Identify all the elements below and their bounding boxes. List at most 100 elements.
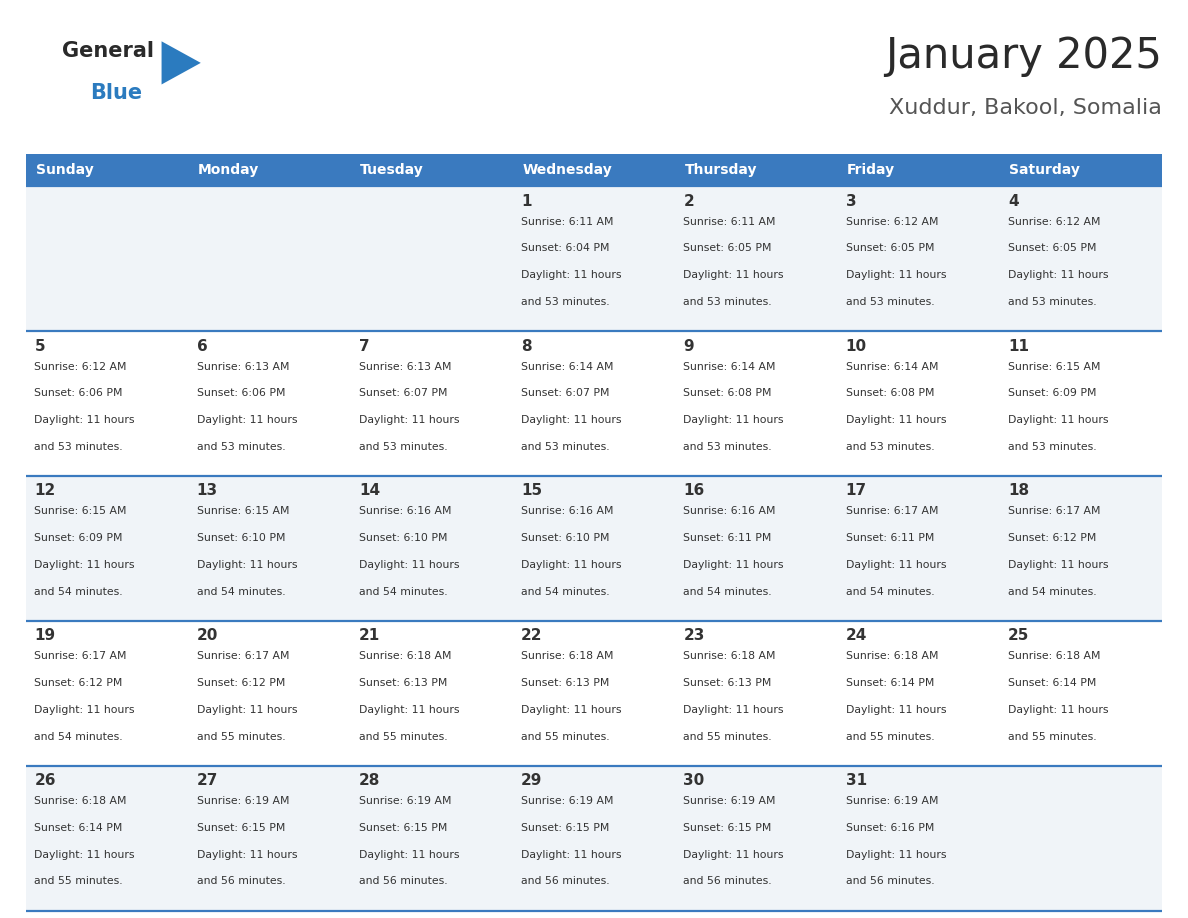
Text: 8: 8	[522, 339, 532, 353]
Text: Sunrise: 6:19 AM: Sunrise: 6:19 AM	[359, 796, 451, 806]
Text: and 53 minutes.: and 53 minutes.	[846, 297, 934, 307]
Text: 28: 28	[359, 773, 380, 789]
Text: Sunset: 6:12 PM: Sunset: 6:12 PM	[34, 678, 122, 688]
Text: Sunrise: 6:15 AM: Sunrise: 6:15 AM	[197, 507, 289, 516]
Text: Sunrise: 6:15 AM: Sunrise: 6:15 AM	[34, 507, 127, 516]
Text: 19: 19	[34, 628, 56, 644]
Text: Sunset: 6:11 PM: Sunset: 6:11 PM	[846, 533, 934, 543]
Text: Sunset: 6:14 PM: Sunset: 6:14 PM	[846, 678, 934, 688]
Text: and 53 minutes.: and 53 minutes.	[197, 442, 285, 452]
Text: Wednesday: Wednesday	[523, 163, 612, 177]
Text: Sunset: 6:15 PM: Sunset: 6:15 PM	[522, 823, 609, 833]
Text: Daylight: 11 hours: Daylight: 11 hours	[1007, 705, 1108, 715]
Text: and 53 minutes.: and 53 minutes.	[846, 442, 934, 452]
Text: Sunset: 6:09 PM: Sunset: 6:09 PM	[1007, 388, 1097, 398]
Text: and 56 minutes.: and 56 minutes.	[197, 877, 285, 887]
Text: Thursday: Thursday	[684, 163, 757, 177]
Text: and 53 minutes.: and 53 minutes.	[522, 297, 609, 307]
Text: 12: 12	[34, 484, 56, 498]
Text: Blue: Blue	[90, 83, 143, 103]
Text: and 53 minutes.: and 53 minutes.	[34, 442, 124, 452]
Text: and 53 minutes.: and 53 minutes.	[359, 442, 448, 452]
Text: 20: 20	[197, 628, 219, 644]
Text: Sunrise: 6:18 AM: Sunrise: 6:18 AM	[846, 651, 939, 661]
Bar	[26, 154, 189, 186]
Text: Sunset: 6:09 PM: Sunset: 6:09 PM	[34, 533, 122, 543]
Bar	[26, 621, 1162, 766]
Text: 10: 10	[846, 339, 867, 353]
Text: Saturday: Saturday	[1009, 163, 1080, 177]
Text: Daylight: 11 hours: Daylight: 11 hours	[34, 705, 135, 715]
Text: Sunset: 6:12 PM: Sunset: 6:12 PM	[197, 678, 285, 688]
Text: 2: 2	[683, 194, 694, 208]
Text: 24: 24	[846, 628, 867, 644]
Text: Daylight: 11 hours: Daylight: 11 hours	[846, 415, 946, 425]
Text: Daylight: 11 hours: Daylight: 11 hours	[522, 705, 621, 715]
Text: Sunrise: 6:17 AM: Sunrise: 6:17 AM	[197, 651, 289, 661]
Text: Daylight: 11 hours: Daylight: 11 hours	[683, 270, 784, 280]
Text: Sunset: 6:11 PM: Sunset: 6:11 PM	[683, 533, 772, 543]
Text: and 53 minutes.: and 53 minutes.	[522, 442, 609, 452]
Text: Sunset: 6:14 PM: Sunset: 6:14 PM	[34, 823, 122, 833]
Text: Sunset: 6:10 PM: Sunset: 6:10 PM	[197, 533, 285, 543]
Text: Sunrise: 6:16 AM: Sunrise: 6:16 AM	[683, 507, 776, 516]
Text: and 55 minutes.: and 55 minutes.	[683, 732, 772, 742]
Text: and 54 minutes.: and 54 minutes.	[846, 587, 934, 597]
Text: Daylight: 11 hours: Daylight: 11 hours	[683, 560, 784, 570]
Text: 25: 25	[1007, 628, 1029, 644]
Text: Sunrise: 6:14 AM: Sunrise: 6:14 AM	[846, 362, 939, 372]
Text: Daylight: 11 hours: Daylight: 11 hours	[197, 415, 297, 425]
Bar	[513, 154, 675, 186]
Text: 14: 14	[359, 484, 380, 498]
Text: Sunset: 6:05 PM: Sunset: 6:05 PM	[846, 243, 934, 253]
Text: 4: 4	[1007, 194, 1018, 208]
Text: Sunrise: 6:13 AM: Sunrise: 6:13 AM	[197, 362, 289, 372]
Text: Sunrise: 6:13 AM: Sunrise: 6:13 AM	[359, 362, 451, 372]
Text: January 2025: January 2025	[885, 35, 1162, 77]
Text: Sunset: 6:10 PM: Sunset: 6:10 PM	[522, 533, 609, 543]
Text: and 54 minutes.: and 54 minutes.	[359, 587, 448, 597]
Text: Sunset: 6:14 PM: Sunset: 6:14 PM	[1007, 678, 1097, 688]
Text: Sunrise: 6:12 AM: Sunrise: 6:12 AM	[1007, 217, 1100, 227]
Text: Sunrise: 6:19 AM: Sunrise: 6:19 AM	[846, 796, 939, 806]
Text: and 55 minutes.: and 55 minutes.	[522, 732, 609, 742]
Text: Daylight: 11 hours: Daylight: 11 hours	[359, 705, 460, 715]
Text: and 55 minutes.: and 55 minutes.	[846, 732, 934, 742]
Text: Sunrise: 6:18 AM: Sunrise: 6:18 AM	[1007, 651, 1100, 661]
Text: 16: 16	[683, 484, 704, 498]
Bar	[999, 154, 1162, 186]
Text: 9: 9	[683, 339, 694, 353]
Text: 15: 15	[522, 484, 542, 498]
Text: and 55 minutes.: and 55 minutes.	[359, 732, 448, 742]
Text: Sunrise: 6:19 AM: Sunrise: 6:19 AM	[522, 796, 614, 806]
Text: 7: 7	[359, 339, 369, 353]
Text: Sunrise: 6:19 AM: Sunrise: 6:19 AM	[197, 796, 289, 806]
Text: Sunrise: 6:15 AM: Sunrise: 6:15 AM	[1007, 362, 1100, 372]
Text: Sunrise: 6:11 AM: Sunrise: 6:11 AM	[683, 217, 776, 227]
Bar	[26, 186, 1162, 331]
Text: Daylight: 11 hours: Daylight: 11 hours	[683, 705, 784, 715]
Text: Daylight: 11 hours: Daylight: 11 hours	[683, 850, 784, 859]
Text: Friday: Friday	[847, 163, 895, 177]
Text: Sunset: 6:16 PM: Sunset: 6:16 PM	[846, 823, 934, 833]
Text: Sunset: 6:07 PM: Sunset: 6:07 PM	[359, 388, 448, 398]
Text: Daylight: 11 hours: Daylight: 11 hours	[522, 850, 621, 859]
Text: 5: 5	[34, 339, 45, 353]
Text: and 53 minutes.: and 53 minutes.	[683, 442, 772, 452]
Text: Sunset: 6:13 PM: Sunset: 6:13 PM	[359, 678, 448, 688]
Text: Tuesday: Tuesday	[360, 163, 424, 177]
Text: and 54 minutes.: and 54 minutes.	[1007, 587, 1097, 597]
Text: and 54 minutes.: and 54 minutes.	[34, 732, 124, 742]
Text: Sunset: 6:15 PM: Sunset: 6:15 PM	[197, 823, 285, 833]
Text: Daylight: 11 hours: Daylight: 11 hours	[522, 270, 621, 280]
Text: Sunset: 6:05 PM: Sunset: 6:05 PM	[1007, 243, 1097, 253]
Text: Sunrise: 6:11 AM: Sunrise: 6:11 AM	[522, 217, 614, 227]
Bar	[189, 154, 350, 186]
Text: Sunrise: 6:19 AM: Sunrise: 6:19 AM	[683, 796, 776, 806]
Text: Sunrise: 6:18 AM: Sunrise: 6:18 AM	[359, 651, 451, 661]
Text: 27: 27	[197, 773, 219, 789]
Text: Sunrise: 6:18 AM: Sunrise: 6:18 AM	[683, 651, 776, 661]
Bar	[26, 766, 1162, 911]
Text: Daylight: 11 hours: Daylight: 11 hours	[34, 415, 135, 425]
Text: 29: 29	[522, 773, 543, 789]
